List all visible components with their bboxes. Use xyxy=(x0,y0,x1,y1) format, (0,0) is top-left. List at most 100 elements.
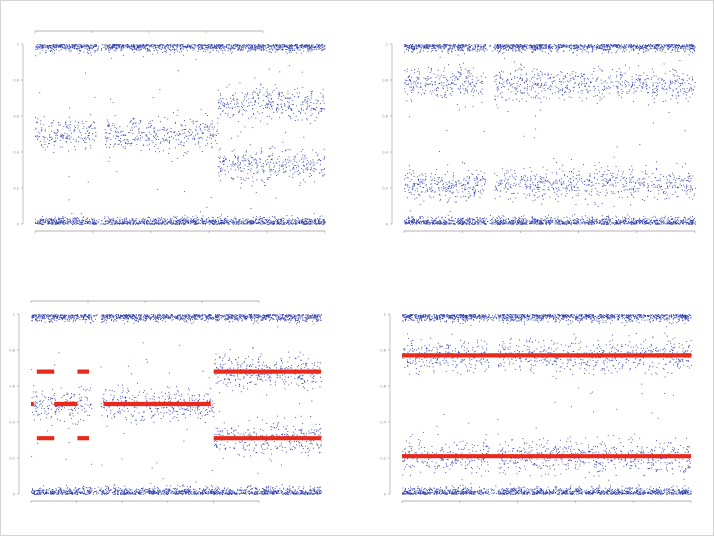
data-point xyxy=(83,140,84,141)
data-point xyxy=(76,224,77,225)
data-point xyxy=(193,219,194,220)
data-point xyxy=(270,162,271,163)
data-point xyxy=(96,46,97,47)
data-point xyxy=(604,221,605,222)
data-point xyxy=(192,138,193,139)
data-point xyxy=(323,175,324,176)
data-point xyxy=(308,224,309,225)
data-point xyxy=(126,222,127,223)
data-point xyxy=(123,55,124,56)
data-point xyxy=(74,46,75,47)
data-point xyxy=(63,221,64,222)
data-point xyxy=(306,221,307,222)
data-point xyxy=(413,222,414,223)
data-point xyxy=(75,218,76,219)
data-point xyxy=(106,49,107,50)
data-point xyxy=(302,221,303,222)
data-point xyxy=(213,136,214,137)
data-point xyxy=(303,162,304,163)
data-point xyxy=(173,46,174,47)
data-point xyxy=(318,113,319,114)
data-point xyxy=(202,222,203,223)
data-point xyxy=(270,155,271,156)
data-point xyxy=(288,47,289,48)
data-point xyxy=(294,50,295,51)
data-point xyxy=(79,221,80,222)
data-point xyxy=(67,134,68,135)
data-point xyxy=(205,45,206,46)
data-point xyxy=(241,170,242,171)
data-point xyxy=(50,219,51,220)
data-point xyxy=(299,222,300,223)
data-point xyxy=(77,49,78,50)
data-point xyxy=(210,220,211,221)
data-point xyxy=(45,141,46,142)
data-point xyxy=(213,129,214,130)
data-point xyxy=(265,105,266,106)
data-point xyxy=(81,135,82,136)
data-point xyxy=(453,224,454,225)
data-point xyxy=(46,220,47,221)
data-point xyxy=(169,137,170,138)
data-point xyxy=(127,126,128,127)
data-point xyxy=(63,47,64,48)
data-point xyxy=(201,137,202,138)
data-point xyxy=(551,220,552,221)
data-point xyxy=(95,46,96,47)
data-point xyxy=(311,95,312,96)
data-point xyxy=(250,208,251,209)
data-point xyxy=(144,223,145,224)
data-point xyxy=(261,221,262,222)
data-point xyxy=(104,224,105,225)
data-point xyxy=(66,126,67,127)
data-point xyxy=(45,137,46,138)
data-point xyxy=(251,223,252,224)
data-point xyxy=(256,164,257,165)
data-point xyxy=(57,132,58,133)
data-point xyxy=(253,114,254,115)
data-point xyxy=(255,222,256,223)
data-point xyxy=(267,179,268,180)
data-point xyxy=(268,97,269,98)
data-point xyxy=(243,46,244,47)
data-point xyxy=(96,224,97,225)
data-point xyxy=(217,143,218,144)
data-point xyxy=(256,179,257,180)
data-point xyxy=(250,156,251,157)
data-point xyxy=(230,103,231,104)
data-point xyxy=(224,103,225,104)
data-point xyxy=(204,127,205,128)
data-point xyxy=(202,133,203,134)
data-point xyxy=(83,128,84,129)
data-point xyxy=(74,220,75,221)
data-point xyxy=(155,46,156,47)
data-point xyxy=(290,116,291,117)
data-point xyxy=(269,93,270,94)
data-point xyxy=(279,222,280,223)
data-point xyxy=(86,142,87,143)
data-point xyxy=(166,130,167,131)
data-point xyxy=(266,50,267,51)
data-point xyxy=(675,220,676,221)
data-point xyxy=(235,46,236,47)
data-point xyxy=(314,220,315,221)
data-point xyxy=(531,221,532,222)
data-point xyxy=(75,150,76,151)
data-point xyxy=(229,160,230,161)
data-point xyxy=(211,197,212,198)
data-point xyxy=(203,222,204,223)
data-point xyxy=(194,224,195,225)
data-point xyxy=(156,222,157,223)
data-point xyxy=(217,224,218,225)
data-point xyxy=(261,49,262,50)
data-point xyxy=(119,144,120,145)
data-point xyxy=(196,218,197,219)
data-point xyxy=(310,169,311,170)
data-point xyxy=(91,55,92,56)
data-point xyxy=(36,128,37,129)
data-point xyxy=(272,155,273,156)
data-point xyxy=(179,133,180,134)
data-point xyxy=(283,218,284,219)
data-point xyxy=(121,48,122,49)
data-point xyxy=(240,164,241,165)
